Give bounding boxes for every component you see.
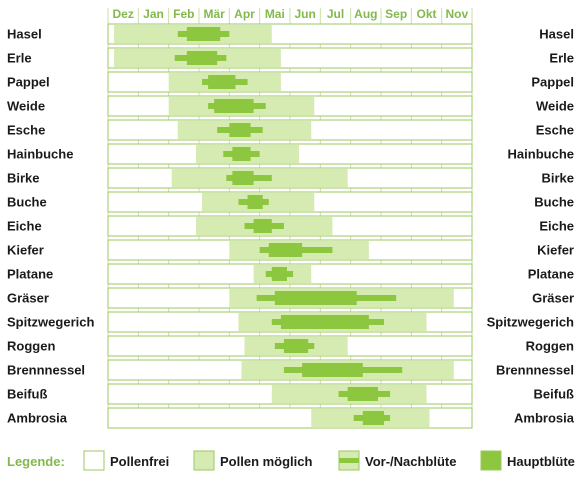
month-label: Jul [327,7,344,21]
legend-label-possible: Pollen möglich [220,454,313,469]
plant-label-left: Kiefer [7,243,44,258]
plant-label-left: Beifuß [7,387,48,402]
plant-row: Esche Esche [7,119,574,141]
plant-label-left: Weide [7,99,45,114]
month-label: Nov [445,7,468,21]
main-bloom-bar [302,363,363,377]
month-label: Feb [173,7,194,21]
main-bloom-bar [283,339,309,353]
plant-row: Platane Platane [7,263,574,285]
plant-row: Spitzwegerich Spitzwegerich [7,311,574,333]
month-label: Aug [354,7,377,21]
legend-swatch-free [83,450,105,471]
legend: Legende: Pollenfrei Pollen möglich Vor-/Nac… [7,450,575,471]
month-label: Jun [294,7,315,21]
plant-row: Roggen Roggen [7,335,574,357]
plant-label-right: Brennnessel [496,363,574,378]
plant-label-right: Ambrosia [514,411,575,426]
plant-label-left: Ambrosia [7,411,68,426]
plant-label-right: Platane [528,267,574,282]
main-bloom-bar [229,123,251,137]
main-bloom-bar [208,75,236,89]
legend-swatch-possible [193,450,215,471]
month-label: Apr [234,7,255,21]
plant-row: Eiche Eiche [7,215,574,237]
month-labels: Dez Jan Feb Mär Apr Mai Jun Jul Aug Sep Okt Nov [112,7,468,21]
plant-row: Ambrosia Ambrosia [7,407,575,429]
main-bloom-bar [253,219,272,233]
plant-label-right: Spitzwegerich [487,315,574,330]
plant-label-right: Kiefer [537,243,574,258]
month-label: Okt [416,7,436,21]
main-bloom-bar [268,243,303,257]
plant-label-left: Eiche [7,219,42,234]
plant-label-right: Weide [536,99,574,114]
month-label: Mai [265,7,285,21]
legend-swatch-prepost [338,450,360,471]
main-bloom-bar [280,315,369,329]
row-frame [107,71,473,93]
main-bloom-bar [186,51,218,65]
plant-label-right: Buche [534,195,574,210]
plant-label-left: Hasel [7,27,42,42]
plant-label-left: Erle [7,51,32,66]
plant-label-right: Beifuß [534,387,575,402]
plant-row: Brennnessel Brennnessel [7,359,574,381]
plant-row: Pappel Pappel [7,71,574,93]
main-bloom-bar [274,291,357,305]
main-bloom-bar [214,99,254,113]
plant-label-right: Hainbuche [508,147,574,162]
plant-label-left: Roggen [7,339,55,354]
plant-label-right: Hasel [539,27,574,42]
legend-title: Legende: [7,454,65,469]
month-label: Jan [143,7,164,21]
plant-row: Buche Buche [7,191,574,213]
plant-row: Hainbuche Hainbuche [7,143,574,165]
plant-label-left: Esche [7,123,45,138]
plant-label-right: Esche [536,123,574,138]
plant-row: Birke Birke [7,167,574,189]
legend-item-main: Hauptblüte [480,450,575,471]
plant-label-left: Gräser [7,291,49,306]
month-label: Mär [203,7,225,21]
month-label: Sep [385,7,407,21]
legend-swatch-main [480,450,502,471]
plant-label-left: Buche [7,195,47,210]
plant-label-left: Pappel [7,75,50,90]
main-bloom-bar [232,171,254,185]
legend-label-free: Pollenfrei [110,454,169,469]
main-bloom-bar [232,147,251,161]
legend-item-free: Pollenfrei [83,450,169,471]
legend-item-prepost: Vor-/Nachblüte [338,450,457,471]
legend-label-prepost: Vor-/Nachblüte [365,454,457,469]
plant-row: Hasel Hasel [7,23,574,45]
plant-row: Kiefer Kiefer [7,239,574,261]
plant-label-left: Hainbuche [7,147,73,162]
legend-item-possible: Pollen möglich [193,450,313,471]
main-bloom-bar [186,27,221,41]
plant-label-left: Brennnessel [7,363,85,378]
legend-label-main: Hauptblüte [507,454,575,469]
plant-row: Weide Weide [7,95,574,117]
plant-label-right: Gräser [532,291,574,306]
plant-row: Beifuß Beifuß [7,383,575,405]
main-bloom-bar [347,387,378,401]
plant-row: Erle Erle [7,47,574,69]
month-label: Dez [112,7,133,21]
plant-label-right: Pappel [531,75,574,90]
plant-row: Gräser Gräser [7,287,574,309]
plant-label-right: Erle [549,51,574,66]
main-bloom-bar [271,267,287,281]
plant-label-right: Eiche [539,219,574,234]
plant-label-left: Birke [7,171,40,186]
plant-label-left: Platane [7,267,53,282]
main-bloom-bar [247,195,263,209]
main-bloom-bar [362,411,385,425]
plant-label-left: Spitzwegerich [7,315,94,330]
plant-label-right: Birke [541,171,574,186]
plant-label-right: Roggen [526,339,574,354]
